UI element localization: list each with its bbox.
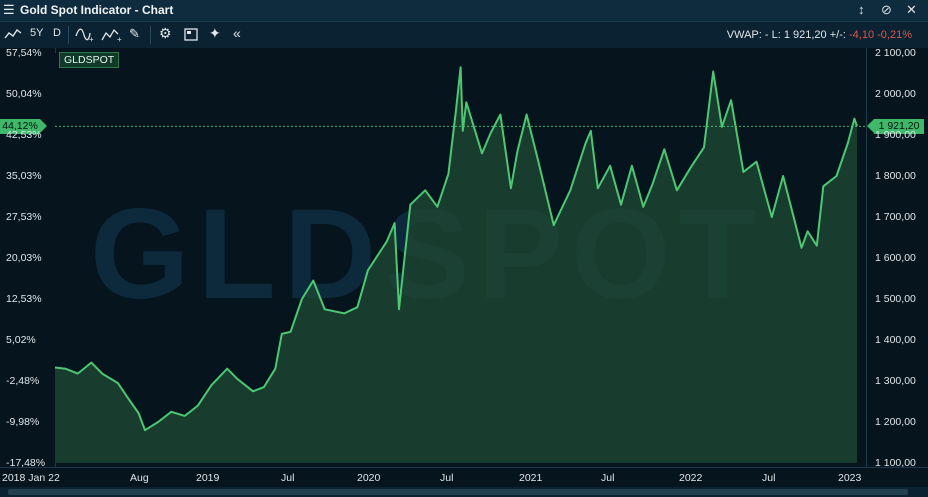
toolbar-divider <box>150 26 151 44</box>
x-tick-label: 2021 <box>519 472 543 484</box>
time-axis: 2018 Jan 22 Aug 2019 Jul 2020 Jul 2021 Jul 2022 J… <box>0 467 928 488</box>
x-tick-label: Jul <box>601 472 615 484</box>
x-tick-label: Aug <box>130 472 149 484</box>
x-tick-label: 2019 <box>196 472 220 484</box>
y-left-tick-label: -9,98% <box>6 416 40 428</box>
hamburger-icon[interactable]: ☰ <box>3 2 15 17</box>
y-left-tick-label: -2,48% <box>6 375 40 387</box>
gear-icon[interactable]: ⚙ <box>159 25 172 41</box>
y-left-tick-label: -17,48% <box>6 457 46 469</box>
last-value: L: 1 921,20 <box>771 29 827 41</box>
pin-icon[interactable]: ↕ <box>858 2 865 17</box>
y-right-tick-label: 1 200,00 <box>875 416 916 428</box>
collapse-icon[interactable]: « <box>233 25 241 41</box>
y-left-tick-label: 27,53% <box>6 211 42 223</box>
change-value: -4,10 <box>849 29 875 41</box>
y-right-tick-label: 1 400,00 <box>875 334 916 346</box>
x-tick-label: Jul <box>440 472 454 484</box>
plot-area[interactable]: GLDSPOT <box>55 53 866 463</box>
close-icon[interactable]: ✕ <box>906 2 917 17</box>
y-right-tick-label: 2 000,00 <box>875 88 916 100</box>
y-left-tick-label: 12,53% <box>6 293 42 305</box>
last-percent-tag: 44,12% <box>0 118 47 134</box>
y-right-tick-label: 1 600,00 <box>875 252 916 264</box>
x-tick-label: 2022 <box>679 472 703 484</box>
y-left-tick-label: 5,02% <box>6 334 36 346</box>
y-right-tick-label: 1 500,00 <box>875 293 916 305</box>
price-line[interactable] <box>55 66 858 432</box>
y-left-tick-label: 42,53% <box>6 129 42 141</box>
y-left-tick-label: 57,54% <box>6 47 42 59</box>
y-left-tick-label: 35,03% <box>6 170 42 182</box>
draw-pencil-icon[interactable]: ✎ <box>129 26 140 41</box>
time-scrollbar[interactable] <box>0 487 928 497</box>
y-left-tick-label: 50,04% <box>6 88 42 100</box>
unlink-icon[interactable]: ⊘ <box>881 2 892 17</box>
toolbar-divider <box>68 26 69 44</box>
svg-text:+: + <box>89 35 94 43</box>
crosshair-icon[interactable]: ✦ <box>209 25 221 41</box>
y-right-tick-label: 1 700,00 <box>875 211 916 223</box>
y-right-tick-label: 1 100,00 <box>875 457 916 469</box>
price-area-fill <box>55 67 857 463</box>
line-chart-icon[interactable] <box>4 28 22 40</box>
x-tick-label: Jul <box>281 472 295 484</box>
scrollbar-thumb[interactable] <box>8 489 908 495</box>
x-tick-label: 2020 <box>357 472 381 484</box>
chart-toolbar: 5Y D + + ✎ ⚙ ✦ « VWAP: - L: 1 921,20 +/-… <box>0 22 928 48</box>
last-price-tag: 1 921,20 <box>867 118 924 134</box>
quote-readout: VWAP: - L: 1 921,20 +/-: -4,10 -0,21% <box>727 29 912 41</box>
change-label: +/-: <box>829 29 846 41</box>
layout-icon[interactable] <box>184 28 198 41</box>
right-price-axis <box>866 48 928 468</box>
y-right-tick-label: 1 800,00 <box>875 170 916 182</box>
y-right-tick-label: 1 300,00 <box>875 375 916 387</box>
price-chart <box>55 66 866 463</box>
change-percent: -0,21% <box>877 29 912 41</box>
svg-text:+: + <box>117 35 122 43</box>
x-tick-label: Jul <box>762 472 776 484</box>
indicator-add-icon[interactable]: + <box>75 27 95 43</box>
y-left-tick-label: 20,03% <box>6 252 42 264</box>
vwap-value: VWAP: - <box>726 29 769 41</box>
y-right-tick-label: 1 900,00 <box>875 129 916 141</box>
interval-selector[interactable]: D <box>53 27 61 39</box>
period-selector[interactable]: 5Y <box>30 27 44 39</box>
x-tick-label: 2018 Jan 22 <box>2 472 60 484</box>
y-right-tick-label: 2 100,00 <box>875 47 916 59</box>
title-bar: ☰ Gold Spot Indicator - Chart ↕ ⊘ ✕ <box>0 0 928 22</box>
window-title: Gold Spot Indicator - Chart <box>20 3 174 17</box>
series-label[interactable]: GLDSPOT <box>59 52 120 68</box>
x-tick-label: 2023 <box>838 472 862 484</box>
compare-add-icon[interactable]: + <box>101 27 123 43</box>
